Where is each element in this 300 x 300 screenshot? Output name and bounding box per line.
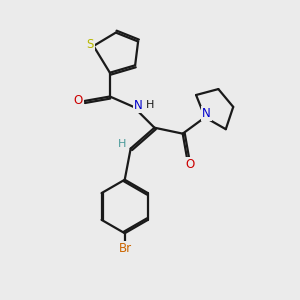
Text: O: O bbox=[74, 94, 83, 107]
Text: N: N bbox=[134, 99, 143, 112]
Text: Br: Br bbox=[119, 242, 133, 255]
Text: S: S bbox=[86, 38, 94, 51]
Text: O: O bbox=[185, 158, 194, 171]
Text: H: H bbox=[118, 139, 126, 149]
Text: H: H bbox=[146, 100, 154, 110]
Text: N: N bbox=[202, 107, 211, 120]
